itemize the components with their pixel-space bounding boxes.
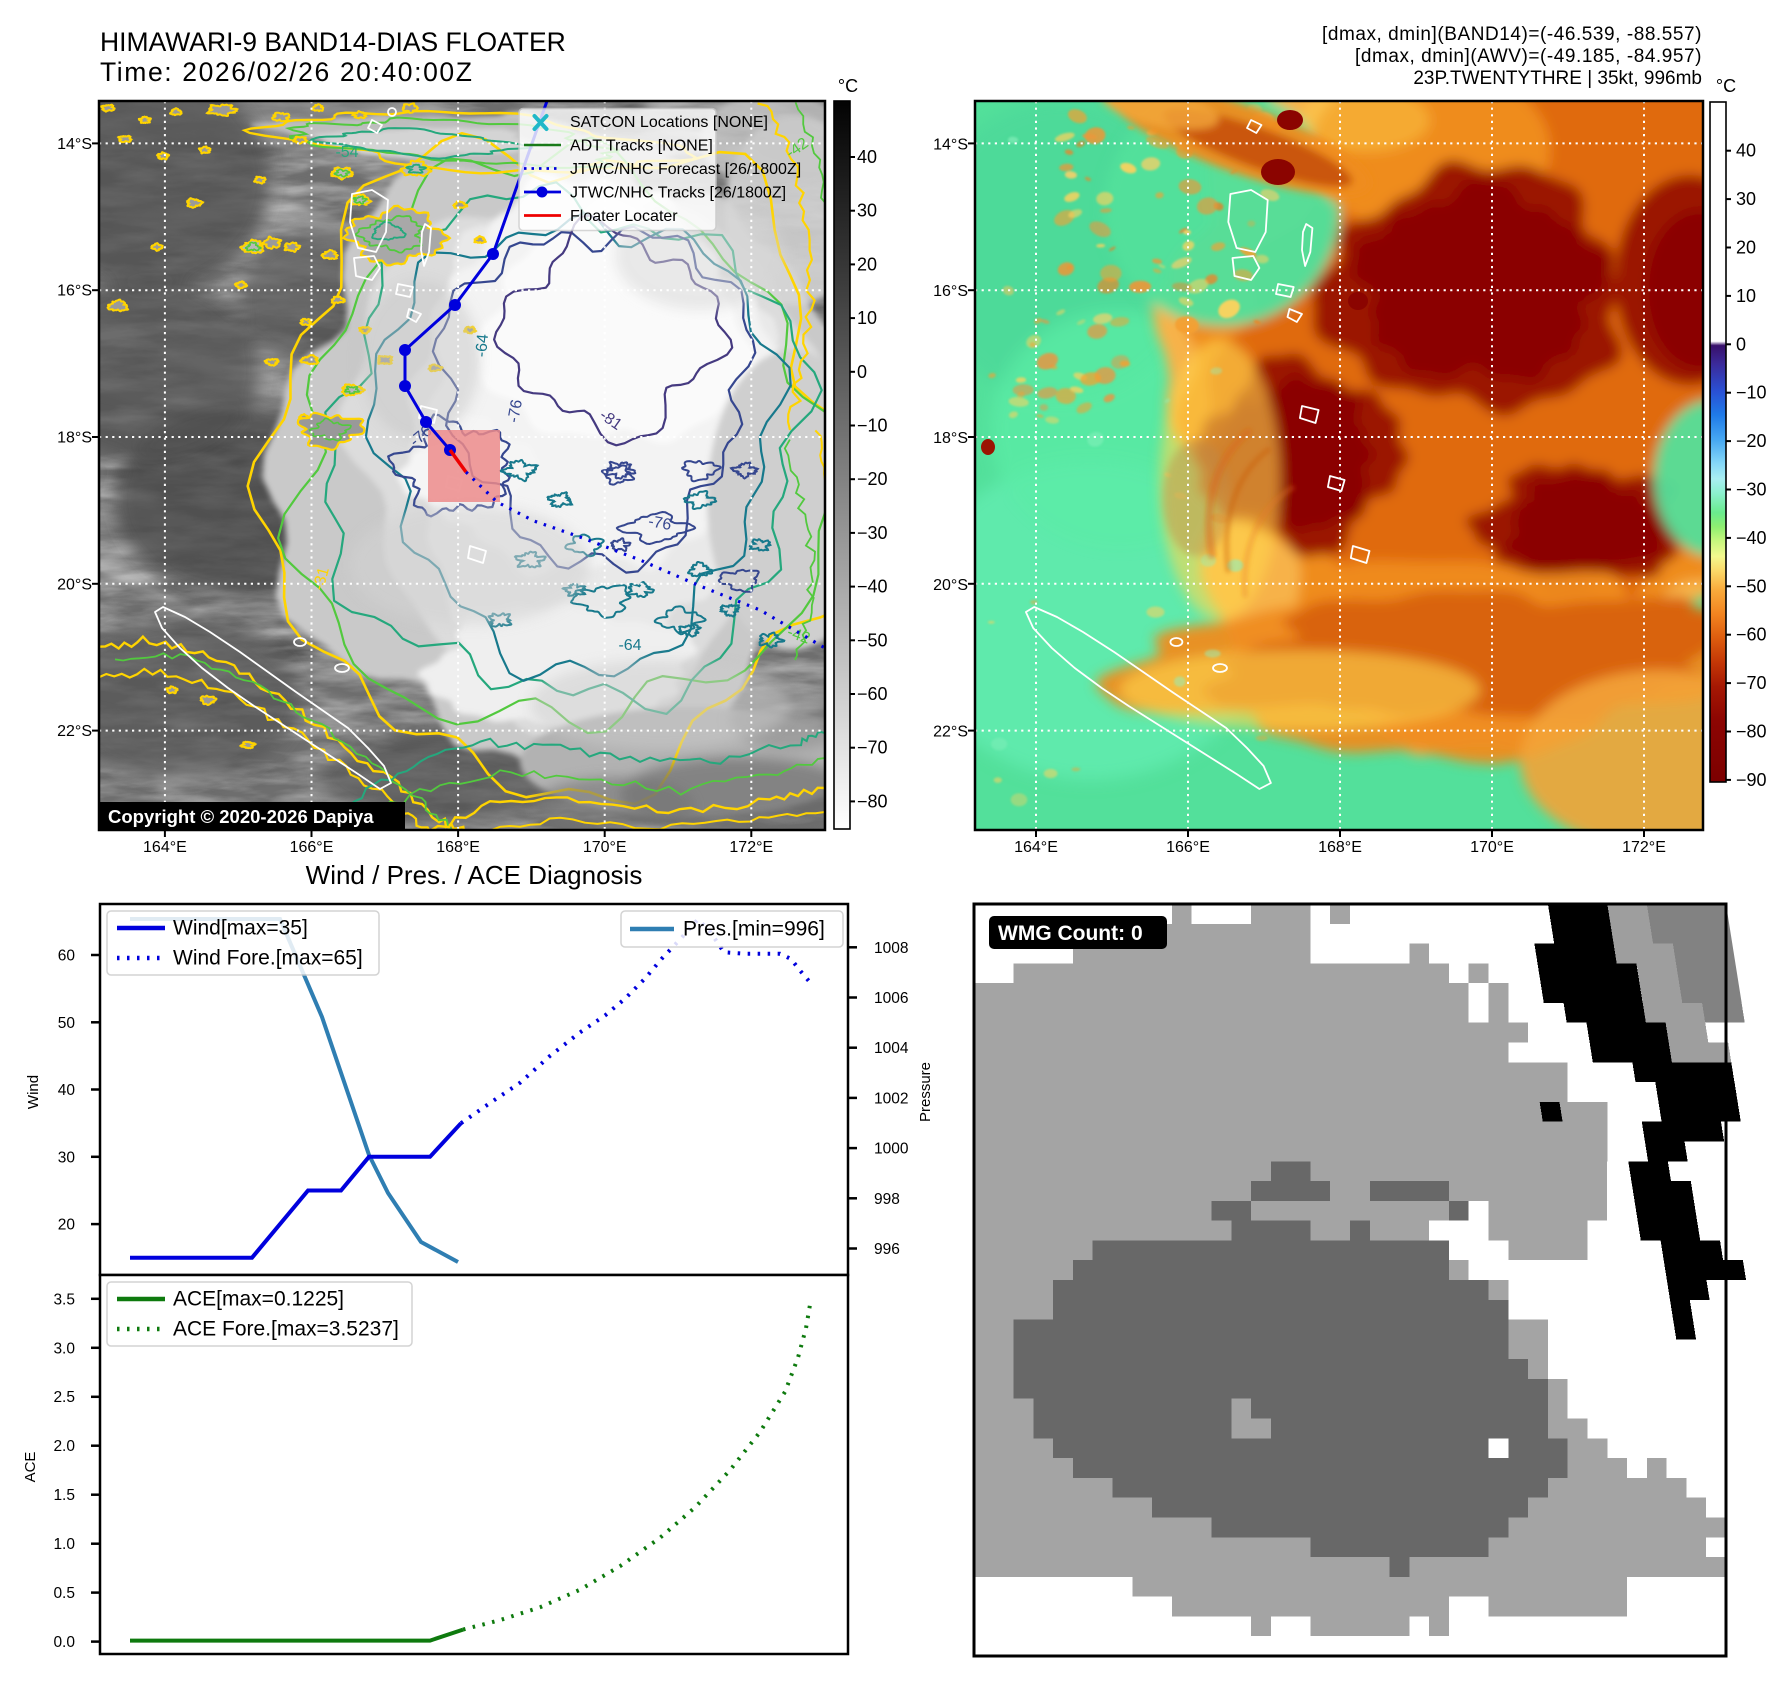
svg-text:168°E: 168°E [436,839,480,856]
svg-text:60: 60 [58,948,76,965]
svg-text:168°E: 168°E [1318,839,1362,856]
svg-text:Floater Locater: Floater Locater [570,208,678,225]
svg-text:−80: −80 [1736,722,1767,742]
svg-text:23P.TWENTYTHRE | 35kt, 996mb: 23P.TWENTYTHRE | 35kt, 996mb [1413,68,1702,89]
svg-text:−40: −40 [1736,528,1767,548]
svg-text:−60: −60 [857,684,888,704]
svg-text:1008: 1008 [874,940,908,957]
svg-text:22°S: 22°S [57,723,92,740]
svg-text:1004: 1004 [874,1040,909,1057]
svg-text:1002: 1002 [874,1090,908,1107]
svg-text:−50: −50 [857,630,888,650]
svg-text:−20: −20 [1736,431,1767,451]
svg-text:−70: −70 [857,738,888,758]
svg-text:0.5: 0.5 [53,1585,75,1602]
svg-text:172°E: 172°E [1622,839,1666,856]
svg-text:30: 30 [857,201,877,221]
svg-text:ACE[max=0.1225]: ACE[max=0.1225] [173,1288,344,1311]
svg-text:−10: −10 [857,416,888,436]
svg-text:ADT Tracks [NONE]: ADT Tracks [NONE] [570,138,713,155]
svg-text:−60: −60 [1736,625,1767,645]
svg-text:−10: −10 [1736,383,1767,403]
svg-text:−30: −30 [857,523,888,543]
svg-text:3.0: 3.0 [53,1340,75,1357]
svg-text:14°S: 14°S [57,136,92,153]
svg-text:-54: -54 [335,144,358,161]
svg-text:10: 10 [857,308,877,328]
svg-text:Wind[max=35]: Wind[max=35] [173,917,308,940]
svg-text:3.5: 3.5 [53,1291,75,1308]
svg-text:Wind / Pres. / ACE Diagnosis: Wind / Pres. / ACE Diagnosis [306,860,643,890]
svg-text:40: 40 [857,147,877,167]
svg-text:2.0: 2.0 [53,1438,75,1455]
svg-text:0: 0 [857,362,867,382]
svg-text:−70: −70 [1736,673,1767,693]
svg-text:16°S: 16°S [57,283,92,300]
svg-text:20°S: 20°S [57,576,92,593]
svg-text:30: 30 [58,1149,76,1166]
svg-text:-76: -76 [505,398,526,424]
svg-text:−90: −90 [1736,770,1767,790]
svg-text:0.0: 0.0 [53,1634,75,1651]
svg-text:ACE Fore.[max=3.5237]: ACE Fore.[max=3.5237] [173,1318,399,1341]
svg-text:°C: °C [838,76,858,96]
svg-text:−30: −30 [1736,480,1767,500]
svg-text:-64: -64 [473,333,492,358]
svg-text:2.5: 2.5 [53,1389,75,1406]
svg-text:°C: °C [1716,76,1736,96]
svg-text:-64: -64 [618,637,641,654]
svg-text:HIMAWARI-9 BAND14-DIAS FLOATER: HIMAWARI-9 BAND14-DIAS FLOATER [100,27,566,57]
svg-text:170°E: 170°E [583,839,627,856]
svg-text:1.5: 1.5 [53,1487,75,1504]
svg-text:[dmax, dmin](AWV)=(-49.185, -8: [dmax, dmin](AWV)=(-49.185, -84.957) [1355,46,1702,67]
svg-text:172°E: 172°E [729,839,773,856]
svg-text:50: 50 [58,1015,76,1032]
svg-text:10: 10 [1736,286,1756,306]
svg-text:JTWC/NHC Forecast [26/1800Z]: JTWC/NHC Forecast [26/1800Z] [570,161,801,178]
svg-text:-76: -76 [647,513,673,534]
svg-text:Pres.[min=996]: Pres.[min=996] [683,918,825,941]
svg-text:164°E: 164°E [143,839,187,856]
svg-text:-31: -31 [310,565,332,592]
svg-text:−40: −40 [857,577,888,597]
svg-text:-42: -42 [785,624,813,648]
svg-text:40: 40 [58,1082,76,1099]
svg-text:22°S: 22°S [933,724,968,741]
svg-text:14°S: 14°S [933,136,968,153]
svg-text:JTWC/NHC Tracks [26/1800Z]: JTWC/NHC Tracks [26/1800Z] [570,185,786,202]
svg-text:Time: 2026/02/26 20:40:00Z: Time: 2026/02/26 20:40:00Z [100,57,474,87]
svg-text:20°S: 20°S [933,577,968,594]
svg-text:1000: 1000 [874,1141,909,1158]
svg-text:SATCON Locations [NONE]: SATCON Locations [NONE] [570,114,768,131]
svg-text:996: 996 [874,1241,900,1258]
svg-text:18°S: 18°S [57,430,92,447]
svg-text:998: 998 [874,1191,900,1208]
svg-text:164°E: 164°E [1014,839,1058,856]
svg-text:18°S: 18°S [933,430,968,447]
svg-text:20: 20 [857,254,877,274]
svg-text:40: 40 [1736,141,1756,161]
svg-text:166°E: 166°E [1166,839,1210,856]
svg-text:WMG Count: 0: WMG Count: 0 [998,922,1143,945]
svg-text:Wind Fore.[max=65]: Wind Fore.[max=65] [173,947,363,970]
svg-text:[dmax, dmin](BAND14)=(-46.539,: [dmax, dmin](BAND14)=(-46.539, -88.557) [1322,24,1702,45]
svg-text:166°E: 166°E [290,839,334,856]
svg-text:−20: −20 [857,469,888,489]
svg-text:170°E: 170°E [1470,839,1514,856]
svg-text:1.0: 1.0 [53,1536,75,1553]
svg-text:1006: 1006 [874,990,908,1007]
svg-text:Pressure: Pressure [917,1062,934,1122]
svg-text:−50: −50 [1736,576,1767,596]
svg-text:0: 0 [1736,334,1746,354]
svg-text:20: 20 [58,1217,76,1234]
svg-text:ACE: ACE [22,1452,39,1483]
svg-text:16°S: 16°S [933,283,968,300]
svg-text:Copyright © 2020-2026 Dapiya: Copyright © 2020-2026 Dapiya [108,806,374,827]
svg-text:−80: −80 [857,791,888,811]
svg-text:30: 30 [1736,189,1756,209]
svg-text:Wind: Wind [25,1075,42,1109]
svg-text:20: 20 [1736,238,1756,258]
